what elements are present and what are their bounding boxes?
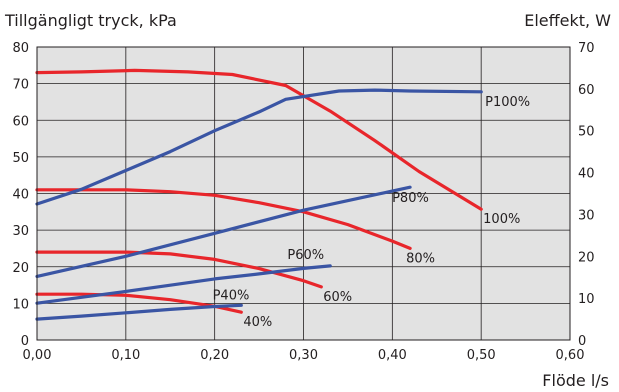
y-left-tick-label: 0 <box>21 334 29 349</box>
right-axis-title: Eleffekt, W <box>524 11 611 30</box>
series-label-40pct: 40% <box>243 315 272 330</box>
y-right-tick-label: 30 <box>578 208 595 223</box>
x-tick-label: 0,50 <box>467 348 496 363</box>
series-lines <box>35 68 483 321</box>
series-line-100pct <box>35 68 483 211</box>
series-label-p100pct: P100% <box>485 95 530 110</box>
y-right-tick-label: 10 <box>578 292 595 307</box>
y-left-tick-label: 80 <box>12 41 29 56</box>
y-left-tick-label: 60 <box>12 114 29 129</box>
x-tick-label: 0,30 <box>289 348 318 363</box>
tick-labels: 0,00 0,10 0,20 0,30 0,40 0,50 0,60010203040506… <box>12 41 594 363</box>
y-right-tick-label: 0 <box>578 334 586 349</box>
x-tick-label: 0,60 <box>556 348 585 363</box>
series-line-p60pct <box>35 264 332 305</box>
series-label-p40pct: P40% <box>213 288 250 303</box>
series-line-p40pct <box>35 303 243 321</box>
x-tick-label: 0,10 <box>111 348 140 363</box>
series-label-p60pct: P60% <box>287 248 324 263</box>
x-tick-label: 0,40 <box>378 348 407 363</box>
plot-frame <box>36 46 571 341</box>
y-right-tick-label: 70 <box>578 41 595 56</box>
x-tick-label: 0,00 <box>23 348 52 363</box>
y-right-tick-label: 20 <box>578 250 595 265</box>
y-right-tick-label: 40 <box>578 167 595 182</box>
y-left-tick-label: 20 <box>12 261 29 276</box>
y-left-tick-label: 50 <box>12 151 29 166</box>
series-label-60pct: 60% <box>323 290 352 305</box>
x-axis-title: Flöde l/s <box>542 371 609 390</box>
series-label-100pct: 100% <box>483 212 520 227</box>
y-left-tick-label: 40 <box>12 188 29 203</box>
y-left-tick-label: 30 <box>12 224 29 239</box>
series-line-60pct <box>35 250 323 289</box>
series-labels: 100% 80% 60% 40% P100% P80% P60% P40% <box>213 95 531 330</box>
series-label-p80pct: P80% <box>392 191 429 206</box>
series-line-p80pct <box>35 185 412 278</box>
y-left-tick-label: 10 <box>12 297 29 312</box>
series-line-p100pct <box>35 88 483 206</box>
series-line-80pct <box>35 188 412 250</box>
y-left-tick-label: 70 <box>12 78 29 93</box>
y-right-tick-label: 60 <box>578 83 595 98</box>
series-label-80pct: 80% <box>406 251 435 266</box>
left-axis-title: Tillgängligt tryck, kPa <box>4 11 177 30</box>
y-right-tick-label: 50 <box>578 125 595 140</box>
x-tick-label: 0,20 <box>200 348 229 363</box>
